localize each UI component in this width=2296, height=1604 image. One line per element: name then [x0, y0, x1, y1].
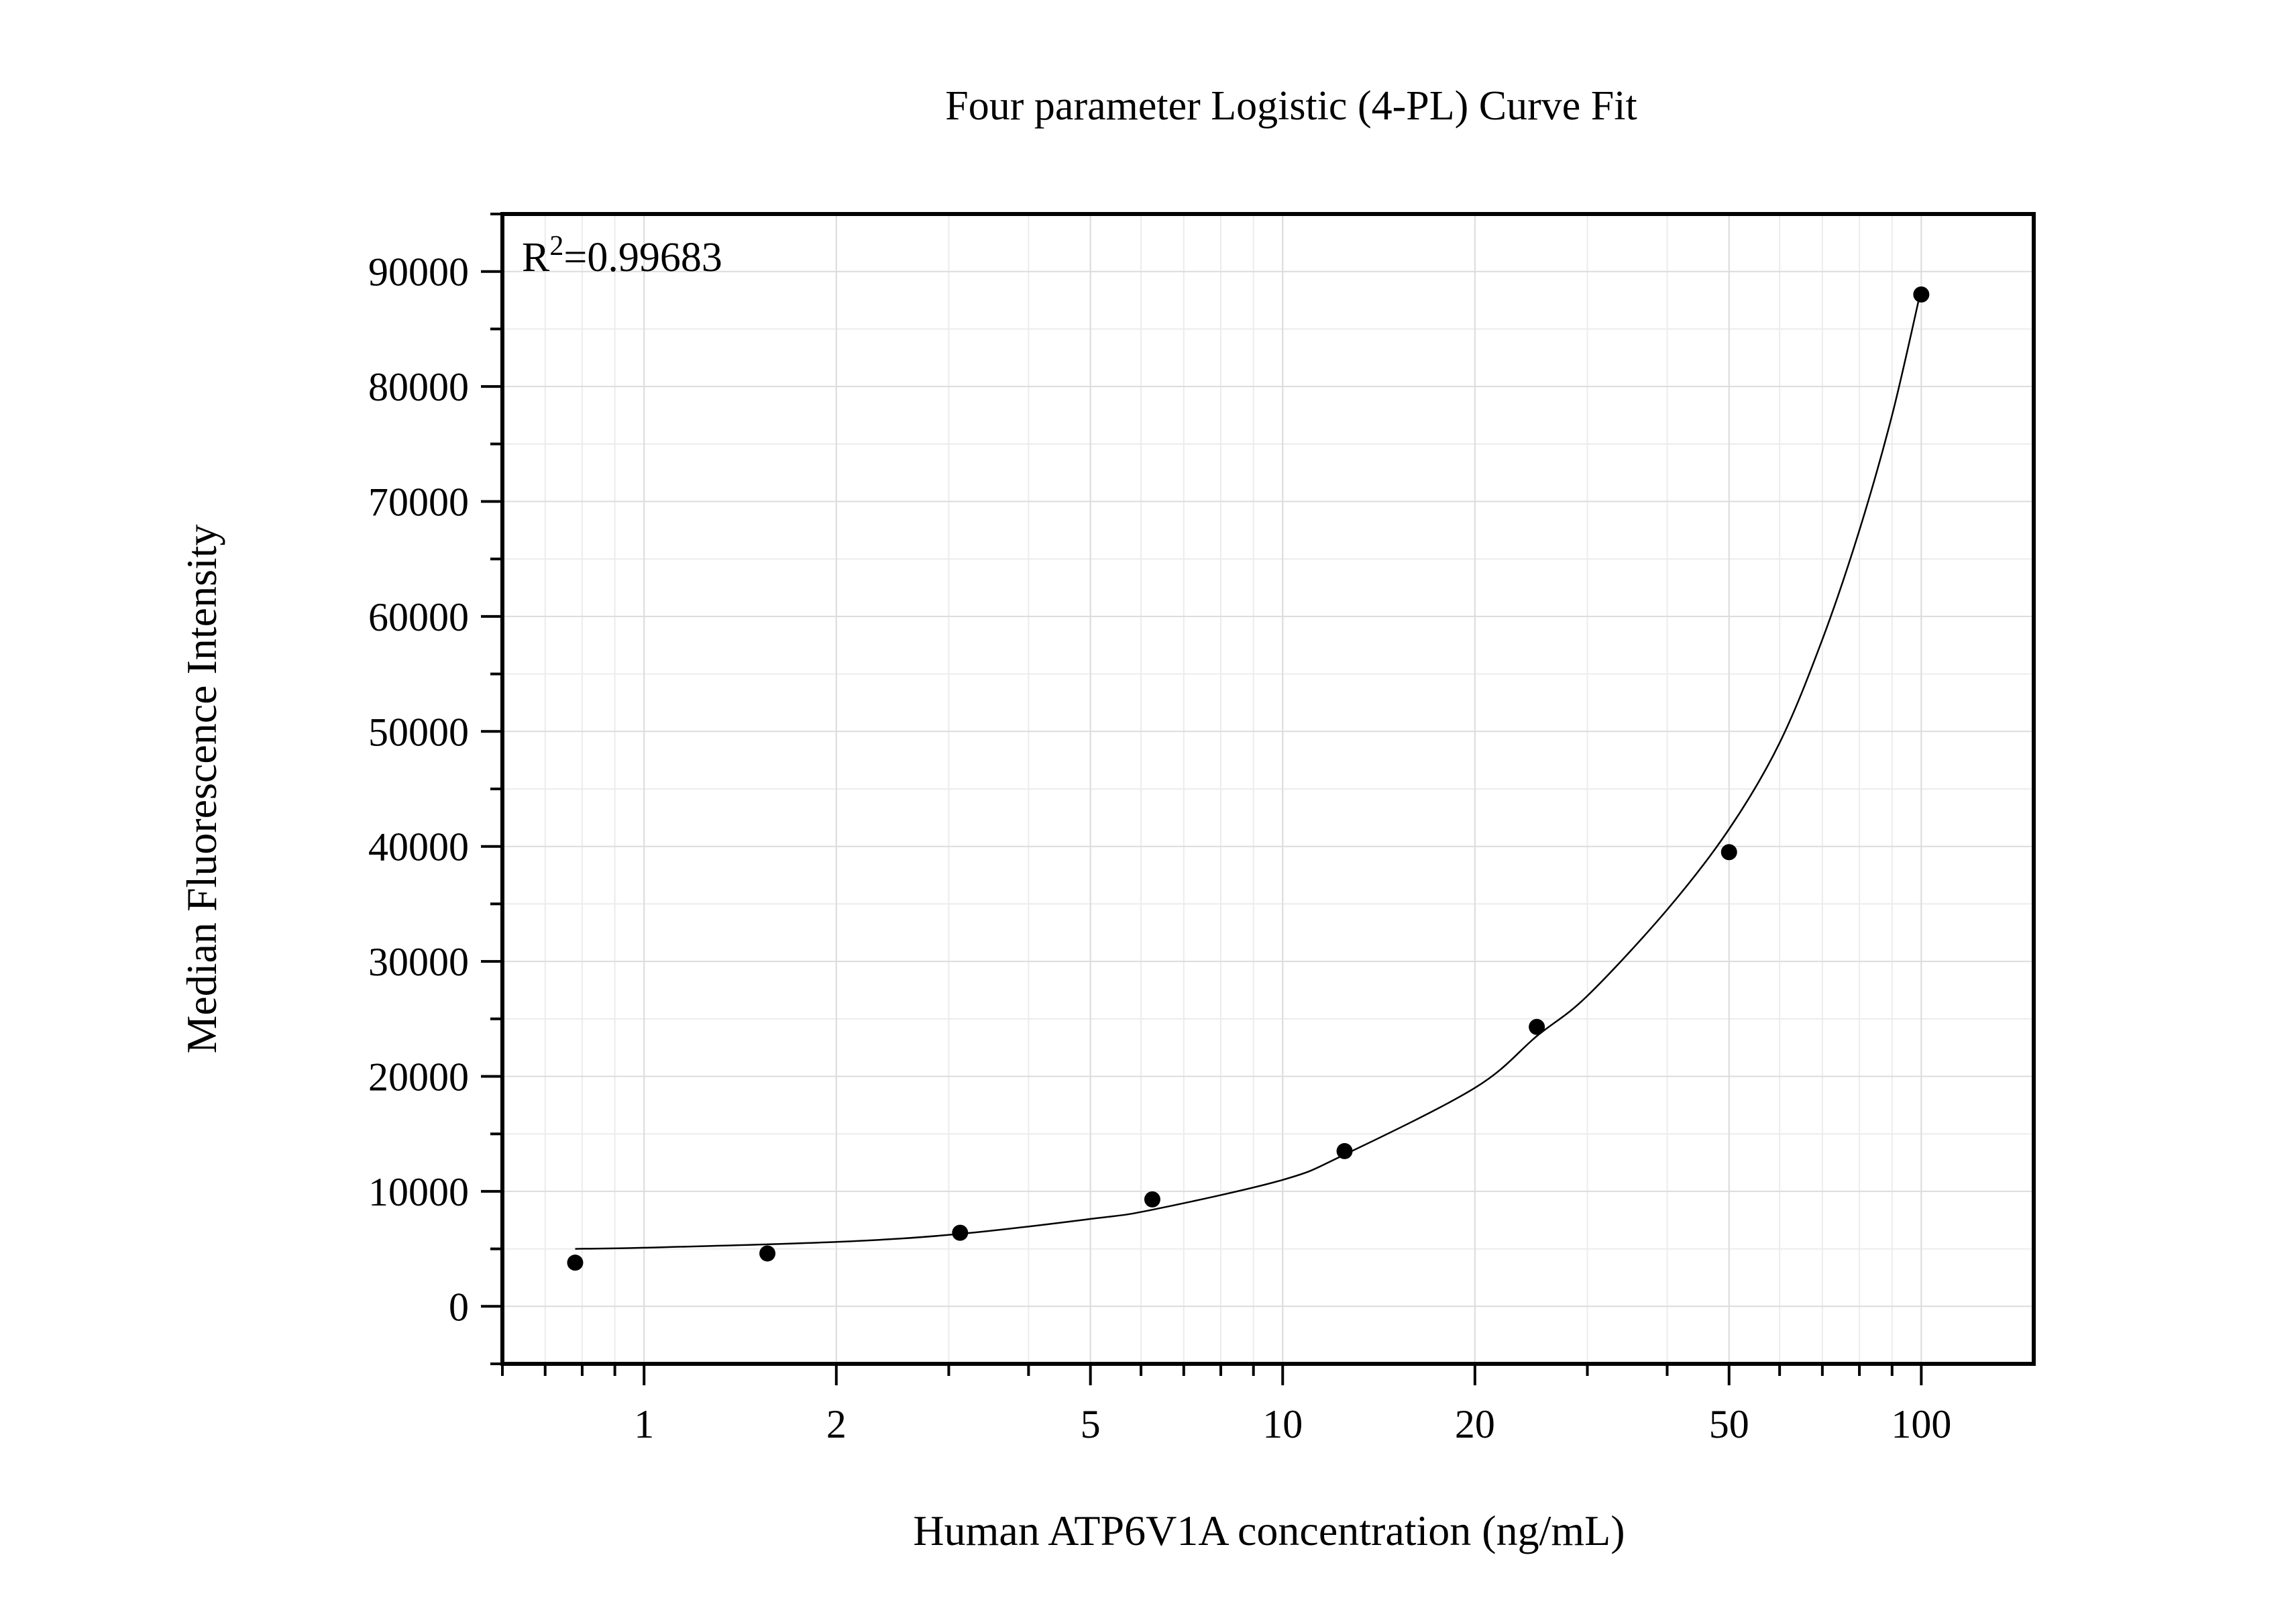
- y-tick-label: 30000: [368, 940, 469, 984]
- data-point: [567, 1254, 584, 1271]
- y-tick-label: 20000: [368, 1055, 469, 1100]
- r-squared-annotation: R2=0.99683: [522, 231, 722, 280]
- data-point: [1913, 286, 1930, 303]
- y-tick-label: 0: [449, 1285, 469, 1329]
- x-tick-label: 20: [1455, 1402, 1495, 1446]
- y-tick-label: 10000: [368, 1170, 469, 1214]
- data-point: [1144, 1191, 1160, 1208]
- x-axis: 1 2 5 10 20 50 100: [501, 1364, 1951, 1446]
- y-tick-label: 40000: [368, 825, 469, 869]
- chart-title: Four parameter Logistic (4-PL) Curve Fit: [945, 83, 1637, 129]
- y-tick-label: 70000: [368, 480, 469, 525]
- r-squared-label: R: [522, 235, 550, 280]
- x-tick-label: 2: [826, 1402, 846, 1446]
- y-axis: 0 10000 20000 30000 40000 50000 60000 70000 8000…: [368, 213, 502, 1365]
- data-point: [759, 1245, 776, 1262]
- x-axis-title: Human ATP6V1A concentration (ng/mL): [913, 1507, 1625, 1554]
- data-points: [567, 286, 1930, 1271]
- y-tick-label: 80000: [368, 365, 469, 409]
- r-squared-superscript: 2: [549, 231, 563, 262]
- y-tick-label: 50000: [368, 710, 469, 754]
- data-point: [1336, 1142, 1353, 1159]
- data-point: [1720, 844, 1737, 861]
- r-squared-value: =0.99683: [563, 235, 722, 280]
- x-tick-label: 50: [1709, 1402, 1749, 1446]
- data-point: [1529, 1018, 1545, 1035]
- x-tick-label: 5: [1081, 1402, 1101, 1446]
- y-axis-title: Median Fluorescence Intensity: [178, 524, 225, 1053]
- x-tick-label: 1: [634, 1402, 654, 1446]
- y-tick-label: 60000: [368, 595, 469, 639]
- major-gridlines: [502, 214, 2034, 1364]
- y-tick-label: 90000: [368, 250, 469, 295]
- x-tick-label: 100: [1891, 1402, 1951, 1446]
- x-tick-label: 10: [1262, 1402, 1303, 1446]
- data-point: [952, 1224, 969, 1241]
- fit-curve: [575, 288, 1922, 1250]
